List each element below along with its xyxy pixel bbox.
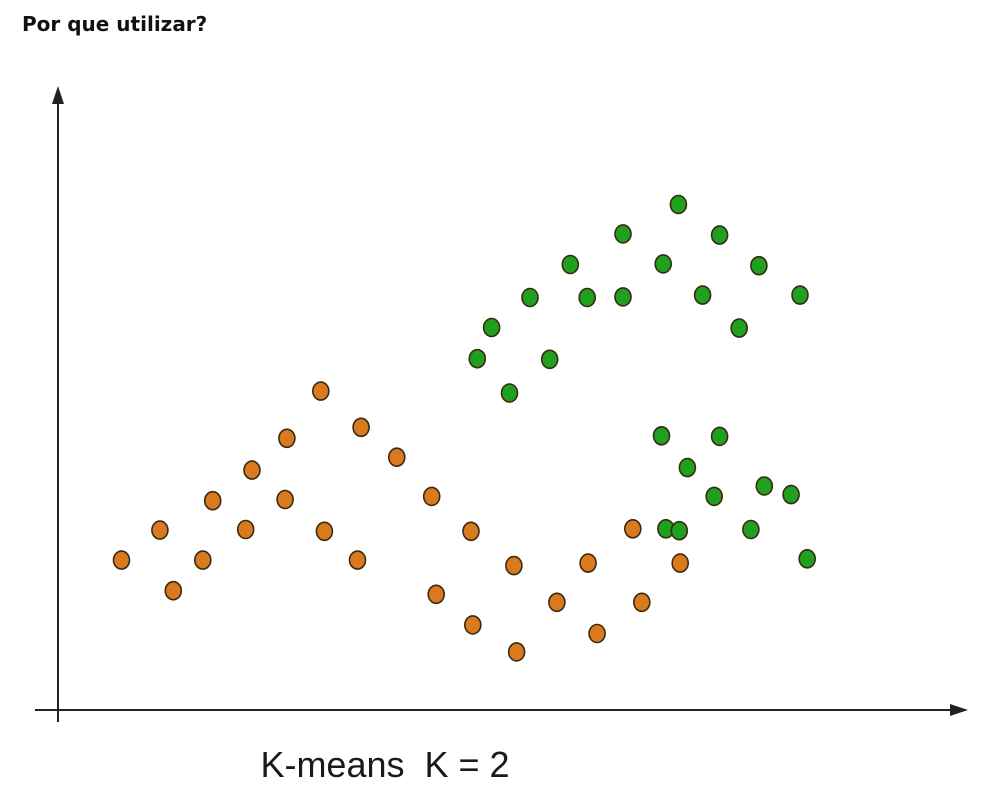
data-point-series1-22: [579, 553, 597, 573]
data-point-series1-24: [623, 518, 642, 539]
data-point-series1-8: [278, 428, 296, 449]
axes: [35, 86, 968, 722]
data-point-series1-3: [151, 520, 169, 540]
data-point-series1-1: [112, 550, 131, 570]
data-point-series1-17: [462, 521, 480, 542]
data-point-series1-26: [671, 553, 690, 573]
data-point-series2-23: [755, 476, 774, 496]
data-point-series1-4: [203, 490, 222, 511]
data-point-series2-3: [482, 317, 501, 338]
data-point-series1-13: [348, 550, 367, 570]
data-point-series2-1: [468, 348, 487, 369]
data-point-series1-16: [427, 584, 446, 605]
data-point-series1-14: [387, 447, 406, 468]
chart-caption: K-means K = 2: [260, 744, 510, 785]
data-point-series1-15: [422, 486, 441, 507]
data-points: [112, 194, 817, 662]
data-point-series1-18: [463, 615, 482, 635]
data-point-series1-20: [507, 642, 526, 662]
data-point-series2-19: [678, 457, 697, 478]
page-heading: Por que utilizar?: [22, 12, 208, 36]
scatter-plot: [35, 86, 968, 722]
data-point-series1-25: [632, 592, 651, 613]
data-point-series2-20: [705, 486, 724, 507]
data-point-series2-22: [742, 519, 760, 540]
data-point-series2-21: [710, 426, 729, 447]
data-point-series2-17: [652, 425, 671, 446]
data-point-series1-10: [311, 381, 330, 401]
data-point-series1-23: [588, 623, 606, 644]
data-point-series2-16: [791, 285, 809, 305]
data-point-series1-21: [548, 592, 566, 613]
data-point-series2-4: [521, 287, 539, 308]
data-point-series2-10: [654, 254, 673, 274]
data-point-series2-26: [670, 520, 689, 541]
data-point-series2-2: [500, 383, 519, 403]
data-point-series1-7: [236, 519, 255, 540]
data-point-series2-24: [782, 484, 800, 505]
data-point-series1-5: [194, 550, 212, 570]
data-point-series2-14: [730, 318, 749, 338]
data-point-series2-6: [561, 254, 580, 275]
y-axis-arrow-icon: [52, 86, 64, 104]
data-point-series1-12: [352, 417, 370, 438]
data-point-series1-19: [505, 555, 523, 576]
data-point-series2-13: [710, 225, 729, 245]
data-point-series2-7: [578, 287, 597, 308]
x-axis-arrow-icon: [950, 704, 968, 716]
data-point-series2-5: [540, 349, 559, 370]
data-point-series1-6: [243, 460, 261, 480]
data-point-series2-12: [693, 285, 712, 305]
data-point-series2-15: [750, 255, 768, 276]
data-point-series2-11: [669, 194, 688, 215]
data-point-series1-9: [276, 489, 294, 510]
data-point-series1-2: [164, 580, 183, 601]
data-point-series2-25: [798, 548, 817, 569]
data-point-series2-8: [614, 287, 632, 307]
data-point-series1-11: [315, 521, 334, 542]
data-point-series2-9: [614, 224, 632, 244]
